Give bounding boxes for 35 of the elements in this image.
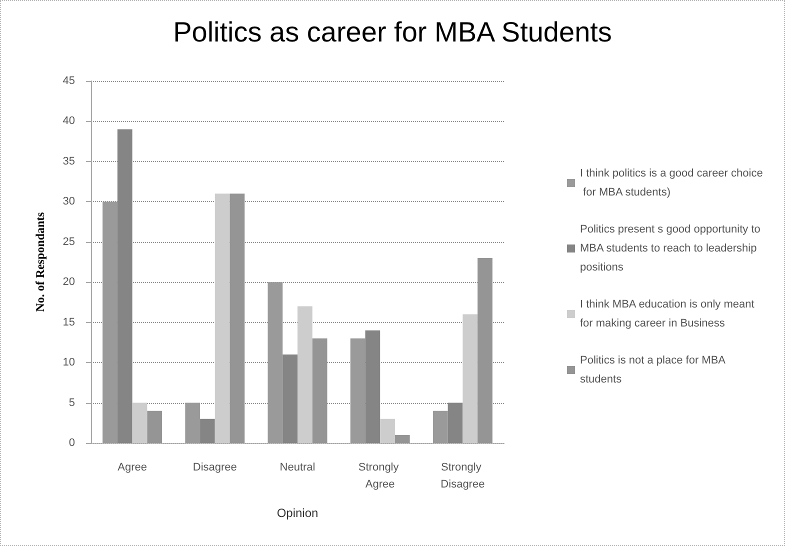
bar xyxy=(448,402,463,443)
y-tick-label: 0 xyxy=(68,437,75,449)
y-tick-label: 10 xyxy=(62,356,75,369)
y-tick-label: 25 xyxy=(62,236,75,248)
x-tick-label: Agree xyxy=(118,462,147,474)
bar xyxy=(298,306,312,443)
x-tick-label: Disagree xyxy=(192,462,237,474)
bar xyxy=(132,402,148,443)
y-tick-label: 45 xyxy=(62,75,75,87)
bar xyxy=(432,410,448,443)
y-tick-label: 20 xyxy=(62,276,75,288)
bar xyxy=(394,434,410,443)
y-tick-label: 30 xyxy=(62,196,75,208)
chart-title: Politics as career for MBA Students xyxy=(173,16,612,48)
y-tick-label: 15 xyxy=(62,316,75,328)
bar xyxy=(214,194,230,443)
bar xyxy=(200,418,215,443)
y-tick-label: 40 xyxy=(62,115,75,128)
legend-label: I think MBA education is only meant for making career in Business xyxy=(580,298,758,330)
y-tick-label: 5 xyxy=(68,396,75,409)
x-tick-label: Strongly Agree xyxy=(358,462,402,490)
legend-label: I think politics is a good career choice for MBA students) xyxy=(580,168,763,198)
legend-label: Politics present s good opportunity to MBA students to reach to leadership positions xyxy=(580,224,764,274)
bar xyxy=(117,129,132,443)
bar xyxy=(365,330,380,443)
y-axis-title: No. of Respondants xyxy=(33,212,47,312)
legend-label: Politics is not a place for MBA students xyxy=(580,354,728,386)
bar xyxy=(282,354,298,443)
x-tick-label: Strongly Disagree xyxy=(440,462,485,490)
bar xyxy=(462,314,478,443)
y-tick-label: 35 xyxy=(62,155,75,168)
bar xyxy=(380,418,395,443)
bar xyxy=(147,410,162,443)
x-tick-label: Neutral xyxy=(280,462,316,474)
x-axis-title: Opinion xyxy=(276,506,318,520)
